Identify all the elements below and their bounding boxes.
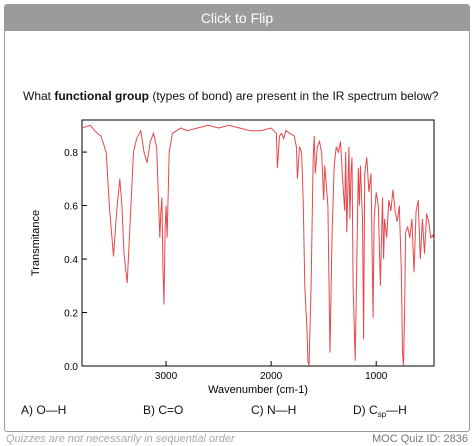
- question-suffix: (types of bond) are present in the IR sp…: [149, 89, 439, 103]
- choice-d[interactable]: D) Csp—H: [353, 403, 407, 419]
- y-tick-label: 0.2: [64, 309, 78, 320]
- quiz-id: MOC Quiz ID: 2836: [372, 433, 468, 445]
- y-tick-label: 0.8: [64, 148, 78, 159]
- choice-c[interactable]: C) N—H: [251, 403, 297, 417]
- question-prefix: What: [23, 89, 55, 103]
- x-axis-ticks: 3000 2000 1000: [155, 361, 388, 382]
- question-text: What functional group (types of bond) ar…: [23, 89, 463, 103]
- question-emphasis: functional group: [54, 89, 149, 103]
- y-axis-label: Transmitance: [30, 210, 42, 276]
- choice-a[interactable]: A) O—H: [21, 403, 67, 417]
- footer: Quizzes are not necessarily in sequentia…: [0, 432, 474, 446]
- plot-frame: [81, 119, 435, 367]
- choice-b[interactable]: B) C=O: [143, 403, 184, 417]
- flashcard[interactable]: Click to Flip What functional group (typ…: [4, 4, 470, 432]
- x-tick-label: 1000: [365, 371, 388, 382]
- x-tick-label: 3000: [155, 371, 178, 382]
- ir-spectrum-chart: 0.0 0.2 0.4 0.6 0.8 3000 2000 1000 Wavenumber …: [30, 119, 435, 396]
- x-tick-label: 2000: [260, 371, 283, 382]
- spectrum-line: [81, 124, 435, 367]
- x-axis-label: Wavenumber (cm-1): [208, 384, 308, 396]
- y-tick-label: 0.6: [64, 202, 78, 213]
- y-axis-ticks: 0.0 0.2 0.4 0.6 0.8: [64, 148, 87, 373]
- click-to-flip-label: Click to Flip: [200, 10, 274, 26]
- click-to-flip-button[interactable]: Click to Flip: [5, 5, 469, 31]
- answer-choices: A) O—H B) C=O C) N—H D) Csp—H: [5, 403, 469, 421]
- y-tick-label: 0.0: [64, 362, 78, 373]
- sequence-note: Quizzes are not necessarily in sequentia…: [6, 433, 235, 445]
- y-tick-label: 0.4: [64, 255, 78, 266]
